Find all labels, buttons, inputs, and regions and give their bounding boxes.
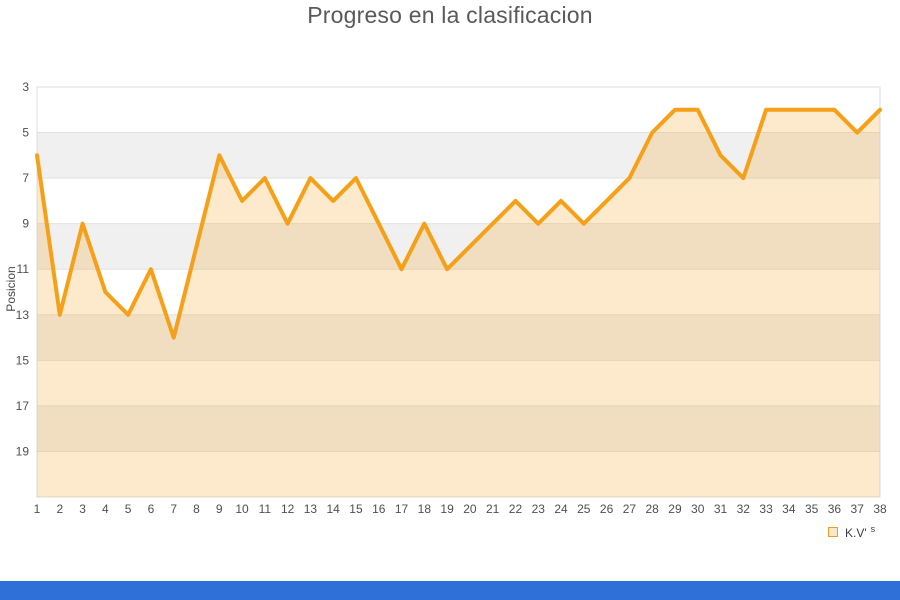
y-tick-label: 11 bbox=[17, 262, 30, 276]
plot-band bbox=[37, 405, 880, 452]
legend-label: K.V' s bbox=[845, 524, 876, 540]
y-tick-label: 19 bbox=[16, 444, 30, 458]
plot-band bbox=[37, 269, 880, 315]
plot-band bbox=[37, 132, 880, 179]
x-tick-label: 4 bbox=[102, 502, 109, 516]
x-tick-label: 3 bbox=[79, 502, 86, 516]
x-tick-label: 6 bbox=[148, 502, 155, 516]
plot-band bbox=[37, 360, 880, 406]
x-tick-label: 14 bbox=[327, 502, 341, 516]
x-tick-label: 13 bbox=[304, 502, 318, 516]
y-tick-label: 7 bbox=[22, 171, 29, 185]
x-tick-label: 2 bbox=[56, 502, 63, 516]
x-tick-label: 27 bbox=[623, 502, 637, 516]
y-tick-label: 3 bbox=[22, 80, 29, 94]
x-tick-label: 5 bbox=[125, 502, 132, 516]
y-tick-label: 9 bbox=[22, 217, 29, 231]
x-tick-label: 38 bbox=[873, 502, 887, 516]
x-tick-label: 17 bbox=[395, 502, 409, 516]
x-tick-label: 22 bbox=[509, 502, 523, 516]
bottom-blue-bar bbox=[0, 581, 900, 600]
y-tick-label: 5 bbox=[22, 126, 29, 140]
plot-band bbox=[37, 178, 880, 224]
x-tick-label: 35 bbox=[805, 502, 819, 516]
plot-band bbox=[37, 223, 880, 270]
plot-band bbox=[37, 87, 880, 133]
y-tick-label: 13 bbox=[16, 308, 30, 322]
x-tick-label: 8 bbox=[193, 502, 200, 516]
x-tick-label: 16 bbox=[372, 502, 386, 516]
chart-title: Progreso en la clasificacion bbox=[307, 2, 593, 28]
x-tick-label: 28 bbox=[645, 502, 659, 516]
series-line bbox=[35, 107, 882, 340]
x-tick-label: 1 bbox=[34, 502, 41, 516]
x-tick-label: 18 bbox=[418, 502, 432, 516]
x-tick-label: 36 bbox=[828, 502, 842, 516]
x-tick-label: 32 bbox=[737, 502, 751, 516]
x-tick-label: 9 bbox=[216, 502, 223, 516]
legend-marker-icon bbox=[828, 527, 838, 537]
x-tick-label: 10 bbox=[235, 502, 249, 516]
x-tick-label: 26 bbox=[600, 502, 614, 516]
x-tick-label: 12 bbox=[281, 502, 295, 516]
series-area bbox=[37, 109, 880, 498]
plot-border bbox=[36, 86, 881, 498]
legend[interactable]: K.V' s bbox=[828, 524, 875, 540]
y-tick-label: 15 bbox=[16, 353, 30, 367]
plot-band bbox=[37, 451, 880, 497]
x-tick-label: 29 bbox=[668, 502, 682, 516]
y-tick-label: 17 bbox=[16, 399, 30, 413]
x-tick-label: 30 bbox=[691, 502, 705, 516]
x-tick-label: 15 bbox=[349, 502, 363, 516]
x-tick-label: 25 bbox=[577, 502, 591, 516]
x-tick-label: 19 bbox=[440, 502, 454, 516]
x-tick-label: 31 bbox=[714, 502, 728, 516]
x-tick-label: 7 bbox=[170, 502, 177, 516]
x-tick-label: 24 bbox=[554, 502, 568, 516]
x-tick-label: 11 bbox=[259, 502, 272, 516]
x-tick-label: 37 bbox=[851, 502, 865, 516]
x-tick-label: 21 bbox=[486, 502, 500, 516]
x-tick-label: 20 bbox=[463, 502, 477, 516]
x-tick-label: 33 bbox=[759, 502, 773, 516]
x-tick-label: 34 bbox=[782, 502, 796, 516]
x-tick-label: 23 bbox=[532, 502, 546, 516]
